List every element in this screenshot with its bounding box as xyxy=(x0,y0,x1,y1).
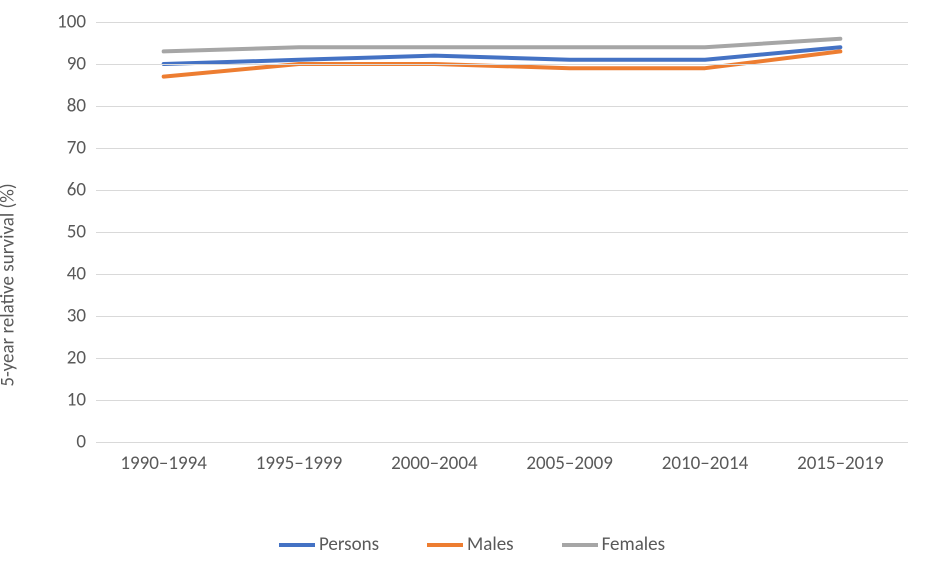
y-tick-label: 10 xyxy=(38,389,96,412)
legend-swatch xyxy=(562,543,598,547)
gridline xyxy=(96,274,908,275)
legend-swatch xyxy=(427,543,463,547)
gridline xyxy=(96,190,908,191)
series-line xyxy=(164,39,841,52)
y-axis-label: 5-year relative survival (%) xyxy=(0,183,20,386)
legend-item: Females xyxy=(562,533,665,556)
gridline xyxy=(96,22,908,23)
legend-label: Females xyxy=(602,533,665,556)
y-tick-label: 80 xyxy=(38,95,96,118)
gridline xyxy=(96,232,908,233)
gridline xyxy=(96,64,908,65)
legend-swatch xyxy=(279,543,315,547)
gridline xyxy=(96,316,908,317)
legend: Persons Males Females xyxy=(0,533,944,556)
x-tick-label: 2005–2009 xyxy=(526,442,613,475)
y-tick-label: 50 xyxy=(38,221,96,244)
y-tick-label: 100 xyxy=(38,11,96,34)
y-tick-label: 0 xyxy=(38,431,96,454)
gridline xyxy=(96,106,908,107)
x-tick-label: 2015–2019 xyxy=(797,442,884,475)
legend-label: Males xyxy=(467,533,514,556)
legend-item: Males xyxy=(427,533,514,556)
legend-item: Persons xyxy=(279,533,379,556)
gridline xyxy=(96,442,908,443)
y-tick-label: 70 xyxy=(38,137,96,160)
gridline xyxy=(96,400,908,401)
x-tick-label: 2000–2004 xyxy=(391,442,478,475)
y-tick-label: 90 xyxy=(38,53,96,76)
gridline xyxy=(96,358,908,359)
x-tick-label: 1990–1994 xyxy=(120,442,207,475)
x-tick-label: 2010–2014 xyxy=(662,442,749,475)
gridline xyxy=(96,148,908,149)
legend-label: Persons xyxy=(319,533,379,556)
survival-line-chart: 5-year relative survival (%) 01020304050… xyxy=(0,0,944,570)
plot-area: 01020304050607080901001990–19941995–1999… xyxy=(96,22,908,442)
x-tick-label: 1995–1999 xyxy=(256,442,343,475)
y-tick-label: 40 xyxy=(38,263,96,286)
y-tick-label: 60 xyxy=(38,179,96,202)
y-tick-label: 30 xyxy=(38,305,96,328)
y-tick-label: 20 xyxy=(38,347,96,370)
